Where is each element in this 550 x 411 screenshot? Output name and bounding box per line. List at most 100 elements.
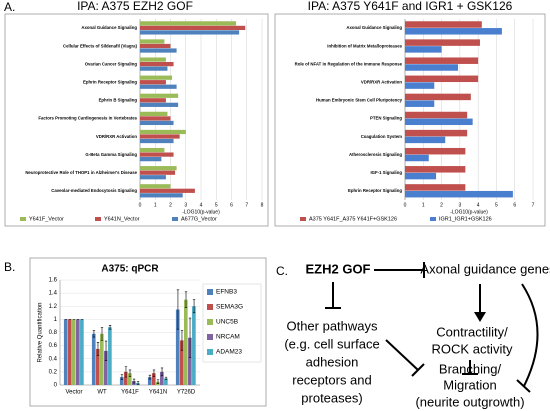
bar <box>127 373 132 385</box>
legend-label: Y641F_Vector <box>29 216 64 222</box>
node-label: (e.g. cell surface <box>284 336 379 351</box>
y-tick-label: Ephrin Receptor Signaling <box>348 188 402 193</box>
y-tick-label: 1.6 <box>49 278 58 284</box>
node-label: adhesion <box>306 354 359 369</box>
bar <box>405 64 459 71</box>
bar <box>151 373 156 385</box>
bar <box>405 57 479 64</box>
bar <box>405 21 482 28</box>
panel-label: C. <box>276 264 288 278</box>
y-tick-label: 1.4 <box>49 291 58 297</box>
y-tick-label: Factors Promoting Cardiogenesis in Verte… <box>38 116 137 121</box>
x-tick-label: 8 <box>261 202 264 208</box>
y-tick-label: 0 <box>54 383 58 389</box>
bar <box>405 136 446 144</box>
y-tick-label: PTEN Signaling <box>370 116 402 121</box>
legend-label: A375 Y641F_A375 Y641F+GSK126 <box>309 216 397 222</box>
inhibit-curve <box>521 283 539 387</box>
error-bar <box>152 369 156 377</box>
bar <box>140 75 173 80</box>
bar <box>140 193 183 198</box>
bar <box>405 82 435 89</box>
error-bar <box>156 379 160 384</box>
bar <box>119 377 124 385</box>
node-label: receptors and <box>292 372 372 387</box>
bar <box>140 48 177 53</box>
panel-label: A. <box>4 0 15 14</box>
bar <box>405 154 429 162</box>
y-tick-label: 1.2 <box>49 304 58 310</box>
bar <box>140 93 179 98</box>
y-tick-label: 1 <box>54 317 58 323</box>
legend-swatch <box>207 319 213 325</box>
panel-frame <box>4 13 269 227</box>
inhibit-line <box>385 339 419 371</box>
bar <box>405 100 435 107</box>
x-tick-label: 6 <box>230 202 233 208</box>
x-tick-label: 4 <box>200 202 203 208</box>
bar <box>405 111 468 119</box>
y-tick-label: G-Beta Gamma Signaling <box>85 152 137 157</box>
y-tick-label: Axonal Guidance Signaling <box>81 25 137 30</box>
y-axis-label: Relative Quantification <box>38 302 44 362</box>
legend-swatch <box>172 217 178 221</box>
error-bar <box>164 376 168 381</box>
bar <box>140 61 174 67</box>
bar <box>405 75 479 83</box>
error-bar <box>124 366 128 378</box>
bar <box>63 319 68 385</box>
bar <box>140 184 171 189</box>
panel-frame <box>274 13 546 227</box>
y-tick-label: Human Embryonic Stem Cell Pluripotency <box>316 98 403 103</box>
inhibit-bar <box>411 363 425 377</box>
x-tick-label: 6 <box>513 202 516 208</box>
x-tick-label: 3 <box>184 202 187 208</box>
bar <box>140 39 165 44</box>
y-tick-label: Atherosclerosis Signaling <box>349 152 402 157</box>
legend-swatch <box>207 334 213 340</box>
bar <box>164 378 168 385</box>
bar <box>140 152 174 157</box>
bar <box>405 147 466 155</box>
bar <box>140 84 177 89</box>
legend-label: EFNB3 <box>216 289 237 296</box>
legend-label: NRCAM <box>216 334 240 341</box>
bar <box>140 188 195 193</box>
x-tick-label: WT <box>97 390 107 396</box>
y-tick-label: 0.8 <box>49 330 58 336</box>
x-tick-label: 5 <box>215 202 218 208</box>
legend-frame <box>202 283 262 363</box>
node-label: Other pathways <box>286 318 378 333</box>
x-tick-label: 7 <box>532 202 535 208</box>
inhibit-bar <box>516 379 531 393</box>
y-tick-label: Caveolar-mediated Endocytosis Signaling <box>51 188 137 193</box>
y-tick-label: Coagulation System <box>361 134 402 139</box>
bar <box>140 21 237 26</box>
x-tick-label: 2 <box>169 202 172 208</box>
bar <box>140 129 186 135</box>
bar <box>405 190 513 198</box>
x-tick-label: Y726D <box>177 390 196 396</box>
y-tick-label: Cellular Effects of Sildenafil (Viagra) <box>63 43 138 48</box>
legend-label: IGR1_IGR1+GSK126 <box>439 216 492 222</box>
x-tick-label: Y641F <box>121 390 139 396</box>
error-bar <box>136 381 140 385</box>
x-tick-label: 1 <box>154 202 157 208</box>
bar <box>188 337 192 385</box>
bar <box>140 57 166 62</box>
x-tick-label: 0 <box>139 202 142 208</box>
legend-label: SEMA3G <box>216 304 243 311</box>
error-bar <box>176 289 180 330</box>
bar <box>179 340 184 385</box>
legend-label: ADAM23 <box>216 349 242 356</box>
y-tick-label: Inhibition of Matrix Metalloproteases <box>327 43 402 48</box>
diagram-arrows <box>325 262 539 393</box>
error-bar <box>192 299 196 314</box>
y-tick-label: Ephrin B Signaling <box>99 98 138 103</box>
bar <box>160 371 164 385</box>
error-bar <box>180 330 184 351</box>
chart-title: IPA: A375 Y641F and IGR1 + GSK126 <box>308 0 513 13</box>
legend-swatch <box>207 289 213 295</box>
legend-swatch <box>207 304 213 310</box>
